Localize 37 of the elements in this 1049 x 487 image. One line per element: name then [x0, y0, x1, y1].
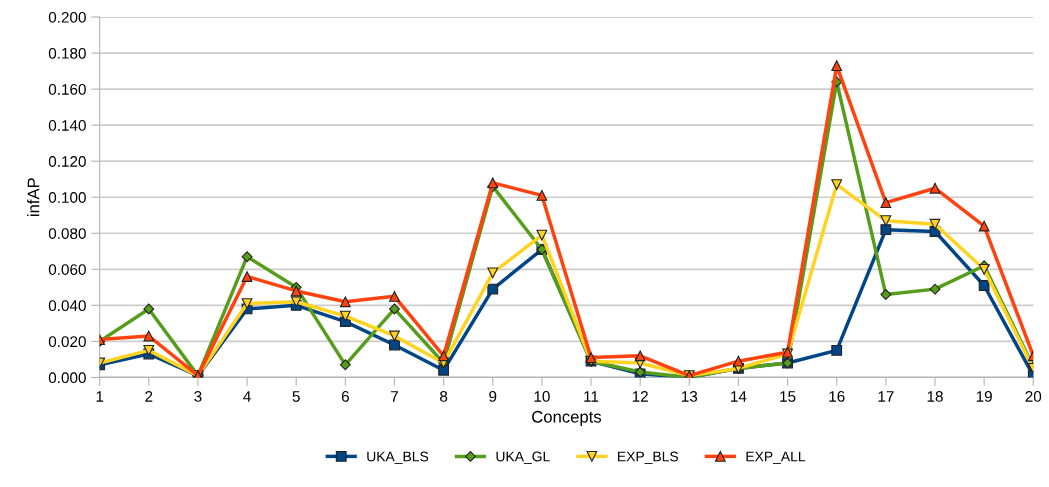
- x-tick-label: 16: [829, 391, 845, 402]
- x-tick-label: 17: [878, 391, 894, 402]
- x-tick-label: 8: [440, 391, 448, 402]
- x-axis-title: Concepts: [532, 410, 602, 426]
- x-tick-label: 6: [341, 391, 349, 402]
- y-tick-label: 0.180: [48, 47, 86, 59]
- legend-label: UKA_BLS: [367, 451, 429, 465]
- y-tick-label: 0.080: [48, 228, 86, 239]
- y-tick-label: 0.120: [48, 156, 86, 167]
- x-tick-label: 2: [145, 391, 153, 402]
- x-tick-label: 20: [1025, 391, 1042, 402]
- y-tick-label: 0.040: [48, 300, 86, 312]
- x-tick-label: 1: [96, 391, 104, 402]
- y-tick-label: 0.160: [48, 83, 86, 95]
- x-tick-label: 3: [194, 391, 202, 402]
- x-tick-label: 4: [243, 391, 251, 402]
- x-tick-label: 15: [780, 391, 796, 402]
- x-tick-label: 14: [731, 391, 747, 402]
- y-tick-label: 0.140: [48, 120, 86, 131]
- legend-label: EXP_ALL: [746, 451, 806, 465]
- x-tick-label: 5: [292, 391, 300, 402]
- y-tick-label: 0.020: [48, 336, 86, 348]
- legend-label: UKA_GL: [496, 451, 550, 465]
- y-tick-label: 0.000: [48, 372, 86, 384]
- x-tick-label: 19: [976, 391, 992, 402]
- y-tick-label: 0.200: [48, 11, 86, 23]
- x-tick-label: 13: [681, 391, 698, 402]
- x-tick-label: 12: [632, 391, 648, 402]
- x-tick-label: 10: [534, 391, 550, 402]
- legend-label: EXP_BLS: [618, 451, 679, 465]
- x-tick-label: 9: [489, 391, 497, 402]
- y-axis-title: infAP: [27, 178, 40, 217]
- y-tick-label: 0.100: [48, 192, 86, 203]
- x-tick-label: 11: [584, 391, 599, 402]
- y-tick-label: 0.060: [48, 264, 86, 275]
- x-tick-label: 18: [927, 391, 943, 402]
- x-tick-label: 7: [391, 391, 398, 402]
